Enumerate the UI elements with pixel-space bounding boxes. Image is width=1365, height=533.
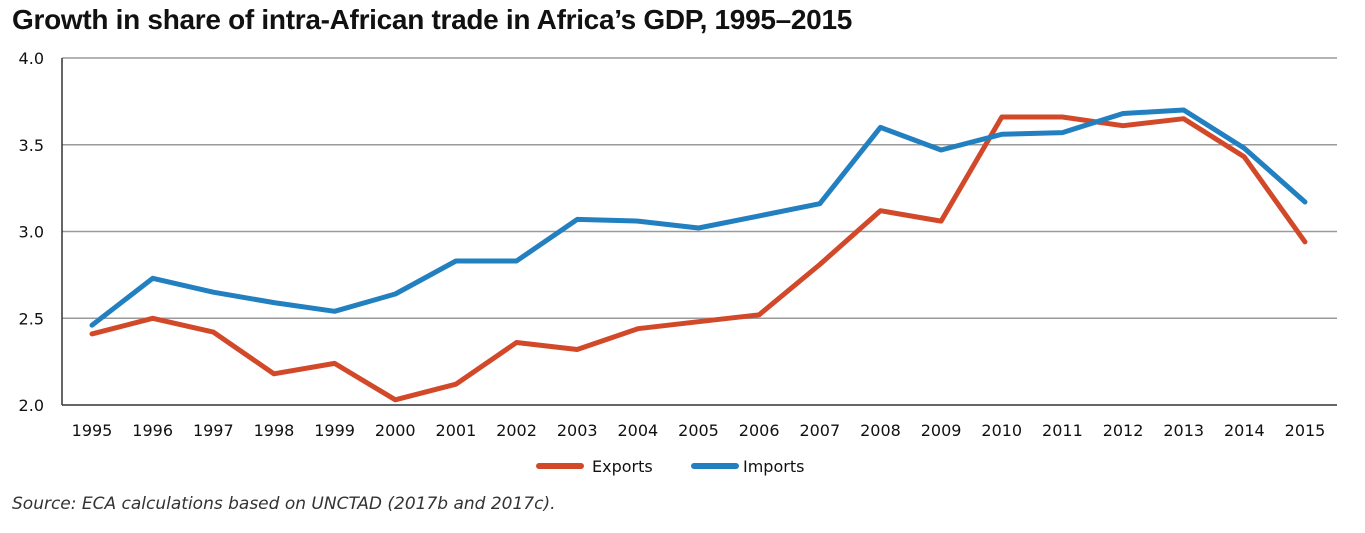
x-tick-label: 2011 (1042, 421, 1083, 440)
y-tick-label: 3.0 (19, 223, 44, 242)
axes (61, 58, 1337, 406)
x-tick-label: 2014 (1224, 421, 1265, 440)
x-tick-label: 1999 (314, 421, 355, 440)
y-tick-label: 2.0 (19, 396, 44, 415)
gridlines (62, 57, 1337, 319)
x-tick-label: 1997 (193, 421, 234, 440)
x-tick-label: 2010 (981, 421, 1022, 440)
y-tick-label: 2.5 (19, 309, 44, 328)
x-tick-label: 2013 (1163, 421, 1204, 440)
y-tick-label: 4.0 (19, 49, 44, 68)
x-tick-label: 2015 (1285, 421, 1326, 440)
x-tick-label: 2006 (739, 421, 780, 440)
x-tick-label: 2000 (375, 421, 416, 440)
series-lines (89, 107, 1308, 403)
chart-title: Growth in share of intra-African trade i… (12, 4, 852, 35)
line-chart: 2.0 2.5 3.0 3.5 4.0 1995 1996 1997 1998 1999 2000… (19, 49, 1337, 476)
x-tick-label: 1995 (72, 421, 113, 440)
y-tick-labels: 2.0 2.5 3.0 3.5 4.0 (19, 49, 44, 415)
legend-label-exports: Exports (592, 457, 653, 476)
source-note: Source: ECA calculations based on UNCTAD… (12, 494, 556, 514)
legend-label-imports: Imports (743, 457, 804, 476)
x-tick-label: 2002 (496, 421, 537, 440)
series-line-exports (89, 114, 1308, 403)
x-tick-label: 2008 (860, 421, 901, 440)
y-tick-label: 3.5 (19, 136, 44, 155)
x-tick-label: 2004 (617, 421, 658, 440)
x-tick-label: 1998 (254, 421, 295, 440)
x-tick-label: 1996 (132, 421, 173, 440)
x-tick-label: 2005 (678, 421, 719, 440)
x-tick-label: 2001 (436, 421, 477, 440)
x-tick-label: 2007 (799, 421, 840, 440)
series-line-imports (89, 107, 1308, 328)
x-tick-label: 2009 (921, 421, 962, 440)
x-tick-label: 2012 (1103, 421, 1144, 440)
x-tick-labels: 1995 1996 1997 1998 1999 2000 2001 2002 2003 2004… (72, 421, 1326, 440)
legend: Exports Imports (536, 457, 804, 476)
x-tick-label: 2003 (557, 421, 598, 440)
